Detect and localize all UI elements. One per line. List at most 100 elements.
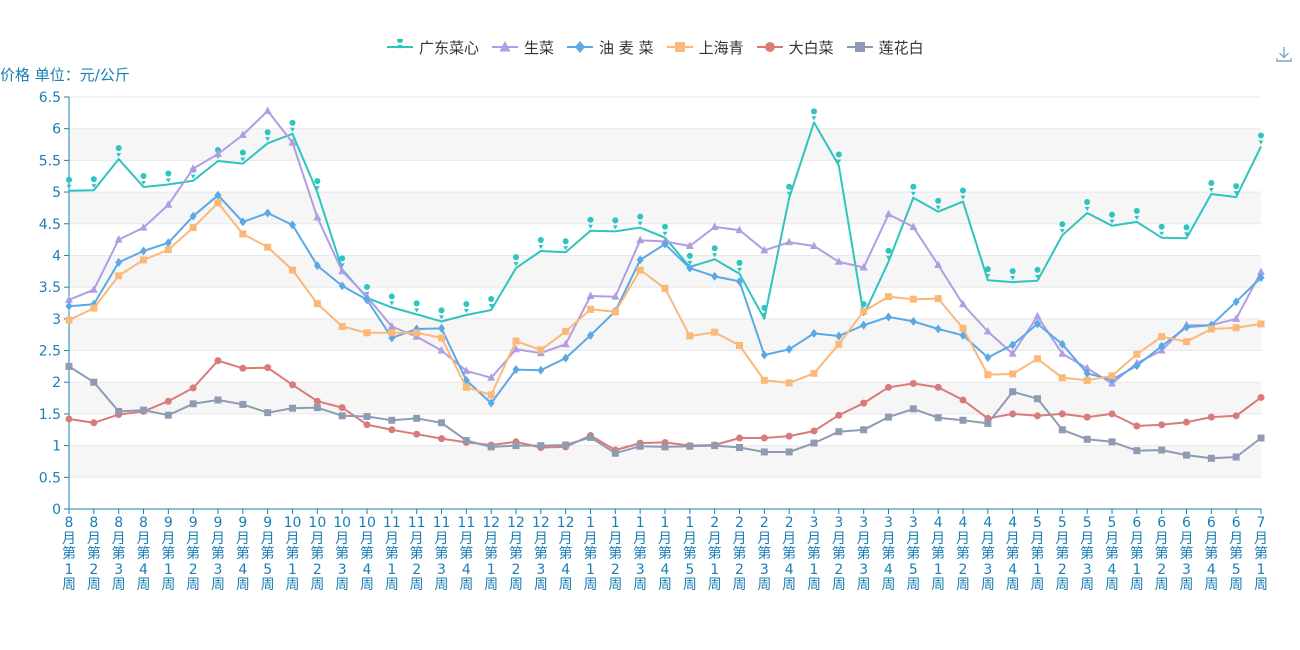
data-point[interactable] (139, 223, 148, 231)
data-point[interactable] (239, 400, 247, 408)
data-point[interactable] (214, 396, 222, 404)
data-point[interactable] (313, 300, 321, 308)
data-point[interactable] (1158, 333, 1166, 341)
data-point[interactable] (1183, 338, 1190, 346)
data-point[interactable] (811, 108, 818, 121)
data-point[interactable] (561, 339, 570, 348)
legend-item-1[interactable]: 广东菜心 (386, 37, 479, 58)
data-point[interactable] (1108, 410, 1116, 418)
data-point[interactable] (860, 320, 868, 330)
data-point[interactable] (264, 208, 272, 218)
data-point[interactable] (537, 237, 544, 250)
data-point[interactable] (984, 371, 992, 379)
data-point[interactable] (934, 383, 942, 391)
data-point[interactable] (239, 149, 246, 162)
data-point[interactable] (736, 276, 743, 286)
data-point[interactable] (487, 373, 496, 381)
data-point[interactable] (1158, 341, 1166, 351)
data-point[interactable] (810, 369, 818, 377)
data-point[interactable] (1183, 224, 1190, 237)
data-point[interactable] (587, 433, 594, 441)
data-point[interactable] (909, 222, 918, 230)
data-point[interactable] (313, 397, 321, 405)
data-point[interactable] (1009, 268, 1016, 281)
data-point[interactable] (1109, 211, 1116, 224)
data-point[interactable] (686, 263, 694, 273)
data-point[interactable] (338, 404, 346, 412)
data-point[interactable] (1133, 350, 1141, 358)
data-point[interactable] (785, 432, 793, 440)
data-point[interactable] (562, 238, 569, 251)
data-point[interactable] (885, 247, 892, 260)
data-point[interactable] (1058, 339, 1066, 349)
data-point[interactable] (835, 331, 843, 341)
data-point[interactable] (810, 241, 818, 249)
data-point[interactable] (760, 245, 769, 254)
data-point[interactable] (1257, 267, 1265, 275)
data-point[interactable] (1058, 374, 1066, 382)
data-point[interactable] (289, 119, 296, 132)
data-point[interactable] (735, 225, 744, 234)
data-point[interactable] (1133, 361, 1141, 371)
data-point[interactable] (363, 295, 371, 305)
data-point[interactable] (313, 261, 321, 271)
data-point[interactable] (1009, 370, 1017, 378)
data-point[interactable] (487, 391, 495, 399)
data-point[interactable] (1034, 319, 1041, 329)
data-point[interactable] (786, 183, 793, 196)
data-point[interactable] (314, 178, 321, 191)
data-point[interactable] (214, 190, 222, 200)
data-point[interactable] (810, 427, 818, 435)
data-point[interactable] (885, 312, 892, 322)
data-point[interactable] (1083, 413, 1091, 421)
legend-item-4[interactable]: 上海青 (666, 37, 744, 58)
data-point[interactable] (1034, 412, 1041, 420)
data-point[interactable] (1009, 388, 1017, 396)
legend-item-6[interactable]: 莲花白 (846, 37, 924, 58)
data-point[interactable] (115, 272, 123, 280)
data-point[interactable] (934, 260, 943, 268)
data-point[interactable] (710, 222, 719, 230)
data-point[interactable] (637, 213, 644, 226)
data-point[interactable] (65, 316, 73, 324)
data-point[interactable] (835, 411, 843, 419)
data-point[interactable] (587, 330, 594, 340)
data-point[interactable] (785, 448, 793, 456)
data-point[interactable] (761, 304, 768, 317)
data-point[interactable] (612, 217, 619, 230)
data-point[interactable] (860, 307, 868, 315)
data-point[interactable] (736, 259, 743, 272)
data-point[interactable] (512, 365, 520, 375)
data-point[interactable] (140, 406, 147, 414)
data-point[interactable] (1257, 393, 1265, 401)
data-point[interactable] (661, 284, 669, 292)
data-point[interactable] (437, 346, 446, 354)
data-point[interactable] (1232, 412, 1240, 420)
data-point[interactable] (1158, 223, 1165, 236)
data-point[interactable] (214, 357, 222, 365)
data-point[interactable] (90, 176, 97, 189)
data-point[interactable] (1058, 349, 1067, 357)
data-point[interactable] (140, 173, 147, 186)
data-point[interactable] (189, 400, 197, 408)
data-point[interactable] (462, 383, 470, 391)
data-point[interactable] (909, 295, 917, 303)
data-point[interactable] (115, 407, 123, 415)
data-point[interactable] (512, 337, 520, 345)
data-point[interactable] (1258, 132, 1265, 145)
data-point[interactable] (1059, 221, 1066, 234)
legend-item-2[interactable]: 生菜 (491, 37, 554, 58)
data-point[interactable] (239, 230, 247, 238)
data-point[interactable] (810, 439, 818, 447)
data-point[interactable] (239, 364, 247, 372)
data-point[interactable] (114, 235, 123, 243)
data-point[interactable] (959, 299, 967, 308)
data-point[interactable] (636, 235, 645, 244)
data-point[interactable] (885, 413, 892, 421)
data-point[interactable] (264, 243, 272, 251)
data-point[interactable] (462, 366, 471, 374)
data-point[interactable] (289, 266, 296, 274)
data-point[interactable] (1034, 266, 1041, 279)
data-point[interactable] (711, 271, 719, 281)
data-point[interactable] (835, 151, 842, 164)
